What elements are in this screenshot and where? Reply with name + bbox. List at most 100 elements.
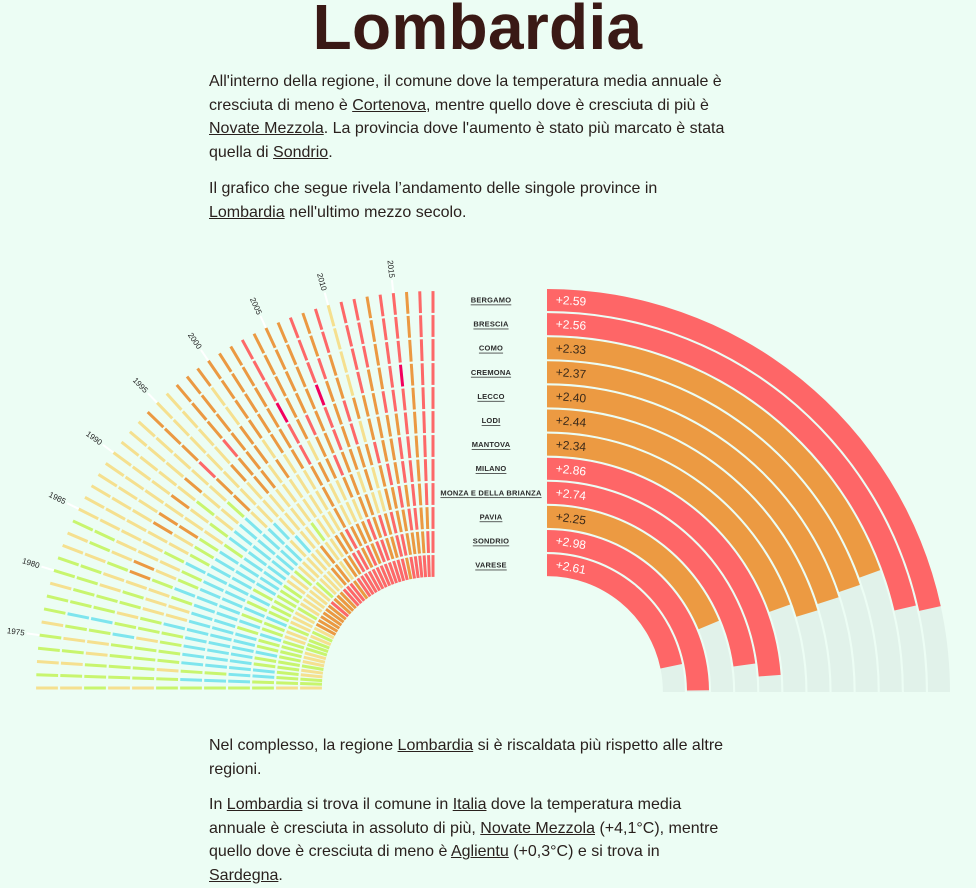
heatmap-cell — [345, 374, 355, 397]
province-link[interactable]: BRESCIA — [473, 320, 509, 329]
heatmap-cell — [264, 327, 277, 349]
heatmap-cell — [389, 438, 397, 461]
heatmap-cell — [278, 655, 301, 663]
heatmap-cell — [266, 407, 280, 428]
heatmap-cell — [193, 603, 216, 614]
heatmap-cell — [340, 451, 352, 473]
heatmap-cell — [165, 461, 185, 478]
link-lombardia[interactable]: Lombardia — [226, 796, 303, 813]
heatmap-cell — [317, 461, 331, 483]
heatmap-cell — [352, 580, 369, 600]
heatmap-cell — [183, 477, 203, 494]
province-link[interactable]: CREMONA — [471, 368, 512, 377]
heatmap-cell — [147, 446, 166, 463]
heatmap-cell — [279, 589, 300, 604]
heatmap-cell — [303, 655, 326, 664]
heatmap-cell — [360, 520, 373, 543]
heatmap-cell — [46, 594, 69, 603]
heatmap-cell — [139, 616, 162, 625]
heatmap-cell — [258, 638, 280, 648]
heatmap-cell — [418, 555, 424, 578]
heatmap-cell — [85, 651, 108, 657]
heatmap-cell — [231, 576, 253, 590]
link-sondrio[interactable]: Sondrio — [273, 144, 329, 162]
heatmap-cell — [165, 392, 183, 411]
heatmap-cell — [400, 533, 408, 556]
heatmap-cell — [336, 594, 355, 612]
heatmap-cell — [199, 587, 221, 600]
province-link[interactable]: PAVIA — [480, 512, 503, 521]
heatmap-cell — [215, 413, 232, 433]
heatmap-cell — [396, 340, 402, 363]
province-link[interactable]: MILANO — [476, 464, 507, 473]
heatmap-cell — [132, 508, 153, 523]
heatmap-cell — [292, 615, 314, 629]
heatmap-cell — [158, 649, 181, 656]
heatmap-cell — [370, 542, 382, 565]
year-tick — [41, 565, 55, 572]
heatmap-cell — [221, 597, 243, 609]
link-lombardia[interactable]: Lombardia — [397, 737, 474, 754]
heatmap-cell — [327, 604, 347, 621]
heatmap-cell — [375, 541, 386, 563]
heatmap-cell — [252, 674, 275, 679]
heatmap-cell — [205, 656, 228, 662]
heatmap-cell — [404, 484, 411, 507]
heatmap-cell — [43, 607, 66, 615]
heatmap-cell — [208, 485, 228, 502]
heatmap-cell — [84, 674, 107, 679]
province-link[interactable]: SONDRIO — [473, 537, 509, 546]
heatmap-cell — [220, 508, 240, 525]
province-link[interactable]: MANTOVA — [472, 440, 511, 449]
link-novate-mezzola[interactable]: Novate Mezzola — [209, 120, 324, 138]
bar-arc — [547, 554, 683, 669]
link-novate-mezzola[interactable]: Novate Mezzola — [480, 819, 595, 837]
heatmap-cell — [309, 335, 320, 357]
heatmap-cell — [185, 375, 202, 395]
heatmap-cell — [287, 625, 310, 637]
bar-arc — [547, 337, 881, 578]
heatmap-cell — [275, 554, 295, 571]
province-link[interactable]: BERGAMO — [471, 296, 512, 305]
province-link[interactable]: VARESE — [475, 561, 507, 570]
heatmap-cell — [239, 487, 257, 506]
heatmap-cell — [306, 642, 329, 653]
heatmap-cell — [222, 438, 239, 458]
heatmap-cell — [60, 674, 83, 678]
heatmap-cell — [289, 507, 306, 527]
heatmap-cell — [409, 363, 415, 386]
heatmap-cell — [333, 327, 342, 350]
heatmap-cell — [305, 647, 328, 657]
province-link[interactable]: LECCO — [477, 392, 504, 401]
heatmap-cell — [394, 316, 400, 339]
heatmap-cell — [339, 351, 349, 373]
province-link[interactable]: COMO — [479, 344, 503, 353]
link-cortenova[interactable]: Cortenova — [352, 96, 427, 114]
heatmap-cell — [342, 588, 360, 607]
intro-paragraph-2: Il grafico che segue rivela l’andamento … — [209, 177, 730, 224]
heatmap-cell — [332, 403, 343, 425]
province-link[interactable]: LODI — [482, 416, 501, 425]
heatmap-cell — [96, 594, 118, 604]
heatmap-cell — [308, 638, 330, 650]
heatmap-cell — [76, 576, 99, 586]
province-link[interactable]: MONZA E DELLA BRIANZA — [440, 488, 542, 497]
heatmap-cell — [360, 575, 375, 596]
link-lombardia[interactable]: Lombardia — [209, 203, 285, 221]
link-aglientu[interactable]: Aglientu — [450, 843, 509, 861]
heatmap-cell — [133, 559, 155, 572]
heatmap-cell — [132, 666, 155, 671]
radial-heatmap — [36, 291, 435, 690]
heatmap-cell — [319, 577, 337, 596]
paragraph-text: . La provincia dove l'aumento è stato pi… — [209, 120, 725, 162]
year-tick — [147, 392, 158, 404]
heatmap-cell — [301, 561, 320, 579]
heatmap-cell — [159, 640, 182, 648]
link-sardegna[interactable]: Sardegna — [209, 867, 279, 885]
heatmap-cell — [238, 523, 258, 540]
heatmap-cell — [411, 387, 416, 410]
link-italia[interactable]: Italia — [452, 796, 487, 813]
heatmap-cell — [259, 576, 280, 591]
heatmap-cell — [376, 416, 384, 439]
heatmap-cell — [126, 519, 147, 533]
